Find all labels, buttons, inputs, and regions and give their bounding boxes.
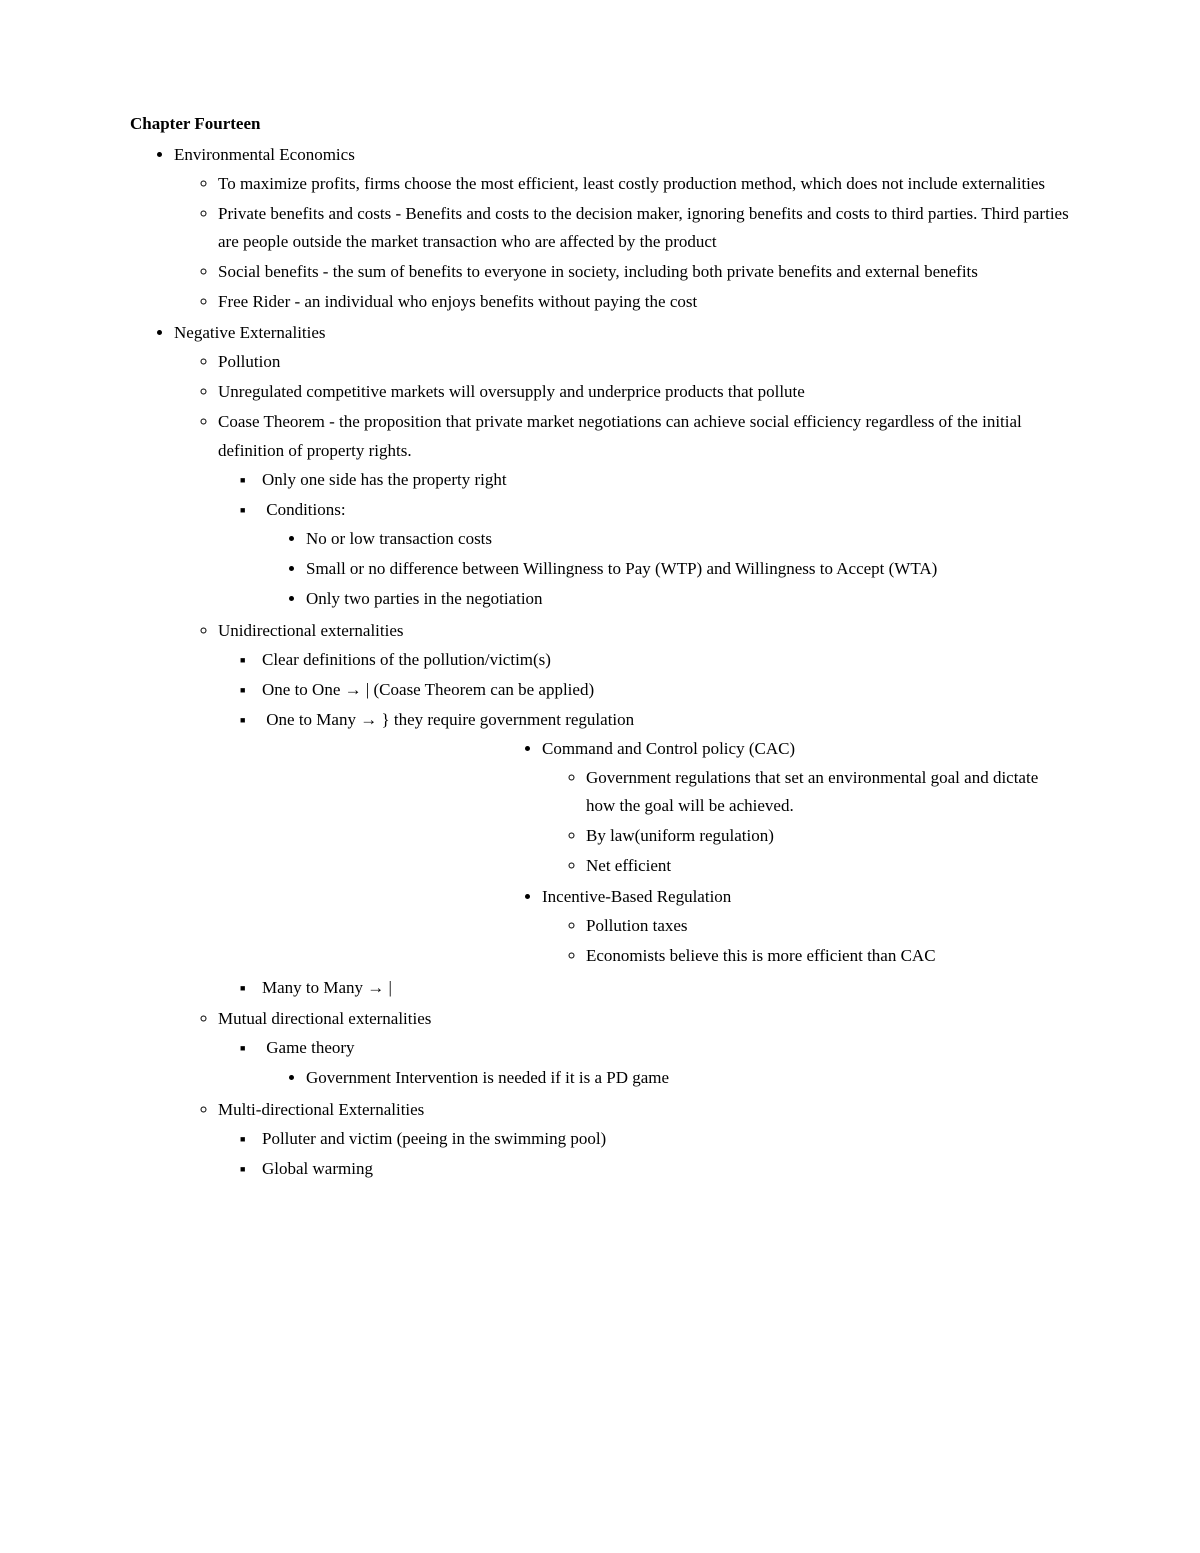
text: Polluter and victim (peeing in the swimm… bbox=[262, 1129, 606, 1148]
list-item: Incentive-Based Regulation Pollution tax… bbox=[542, 882, 1070, 972]
list-item: Polluter and victim (peeing in the swimm… bbox=[262, 1124, 1070, 1154]
list-item: Conditions: No or low transaction costs … bbox=[262, 495, 1070, 615]
list-item: Coase Theorem - the proposition that pri… bbox=[218, 407, 1070, 615]
text: Negative Externalities bbox=[174, 323, 326, 342]
text: Government regulations that set an envir… bbox=[586, 768, 1038, 815]
list-item: Environmental Economics To maximize prof… bbox=[174, 140, 1070, 318]
list-item: One to Many → } they require government … bbox=[262, 705, 1070, 973]
text: Environmental Economics bbox=[174, 145, 355, 164]
text: Unregulated competitive markets will ove… bbox=[218, 382, 805, 401]
sublist: Game theory Government Intervention is n… bbox=[218, 1033, 1070, 1093]
list-item: Only two parties in the negotiation bbox=[306, 584, 1070, 614]
list-item: Private benefits and costs - Benefits an… bbox=[218, 199, 1070, 257]
text: By law(uniform regulation) bbox=[586, 826, 774, 845]
text: Pollution bbox=[218, 352, 280, 371]
chapter-title: Chapter Fourteen bbox=[130, 110, 1070, 138]
list-item: Only one side has the property right bbox=[262, 465, 1070, 495]
text: Only one side has the property right bbox=[262, 470, 507, 489]
list-item: One to One → | (Coase Theorem can be app… bbox=[262, 675, 1070, 705]
list-item: Social benefits - the sum of benefits to… bbox=[218, 257, 1070, 287]
sublist: Government Intervention is needed if it … bbox=[262, 1063, 1070, 1093]
list-item: Command and Control policy (CAC) Governm… bbox=[542, 734, 1070, 882]
text: Multi-directional Externalities bbox=[218, 1100, 424, 1119]
document-page: Chapter Fourteen Environmental Economics… bbox=[0, 0, 1200, 1246]
sublist: Polluter and victim (peeing in the swimm… bbox=[218, 1124, 1070, 1184]
text: Social benefits - the sum of benefits to… bbox=[218, 262, 978, 281]
text: Mutual directional externalities bbox=[218, 1009, 431, 1028]
sublist: No or low transaction costs Small or no … bbox=[262, 524, 1070, 614]
sublist: Pollution taxes Economists believe this … bbox=[542, 911, 1070, 971]
list-item: Unregulated competitive markets will ove… bbox=[218, 377, 1070, 407]
list-item: By law(uniform regulation) bbox=[586, 821, 1070, 851]
list-item: Many to Many → | bbox=[262, 973, 1070, 1003]
text: No or low transaction costs bbox=[306, 529, 492, 548]
list-item: Negative Externalities Pollution Unregul… bbox=[174, 318, 1070, 1185]
text: Pollution taxes bbox=[586, 916, 688, 935]
list-item: Unidirectional externalities Clear defin… bbox=[218, 616, 1070, 1005]
text: Government Intervention is needed if it … bbox=[306, 1068, 669, 1087]
text: Free Rider - an individual who enjoys be… bbox=[218, 292, 697, 311]
text: One to One → | (Coase Theorem can be app… bbox=[262, 680, 594, 699]
list-item: Free Rider - an individual who enjoys be… bbox=[218, 287, 1070, 317]
text: Conditions: bbox=[266, 500, 345, 519]
list-item: Economists believe this is more efficien… bbox=[586, 941, 1070, 971]
text: Game theory bbox=[266, 1038, 354, 1057]
list-item: Multi-directional Externalities Polluter… bbox=[218, 1095, 1070, 1185]
sublist: Government regulations that set an envir… bbox=[542, 763, 1070, 881]
text: To maximize profits, firms choose the mo… bbox=[218, 174, 1045, 193]
text: Global warming bbox=[262, 1159, 373, 1178]
sublist: Clear definitions of the pollution/victi… bbox=[218, 645, 1070, 1004]
text: Private benefits and costs - Benefits an… bbox=[218, 204, 1069, 251]
list-item: Mutual directional externalities Game th… bbox=[218, 1004, 1070, 1094]
sublist: Only one side has the property right Con… bbox=[218, 465, 1070, 615]
list-item: No or low transaction costs bbox=[306, 524, 1070, 554]
outline-root: Environmental Economics To maximize prof… bbox=[130, 140, 1070, 1186]
list-item: Government regulations that set an envir… bbox=[586, 763, 1070, 821]
text: One to Many → } they require government … bbox=[266, 710, 634, 729]
sublist: To maximize profits, firms choose the mo… bbox=[174, 169, 1070, 317]
text: Only two parties in the negotiation bbox=[306, 589, 543, 608]
text: Command and Control policy (CAC) bbox=[542, 739, 795, 758]
text: Coase Theorem - the proposition that pri… bbox=[218, 412, 1022, 459]
list-item: Pollution bbox=[218, 347, 1070, 377]
text: Economists believe this is more efficien… bbox=[586, 946, 936, 965]
text: Small or no difference between Willingne… bbox=[306, 559, 937, 578]
list-item: Clear definitions of the pollution/victi… bbox=[262, 645, 1070, 675]
list-item: Pollution taxes bbox=[586, 911, 1070, 941]
sublist: Command and Control policy (CAC) Governm… bbox=[262, 734, 1070, 972]
text: Net efficient bbox=[586, 856, 671, 875]
text: Unidirectional externalities bbox=[218, 621, 404, 640]
list-item: To maximize profits, firms choose the mo… bbox=[218, 169, 1070, 199]
text: Clear definitions of the pollution/victi… bbox=[262, 650, 551, 669]
sublist: Pollution Unregulated competitive market… bbox=[174, 347, 1070, 1184]
list-item: Small or no difference between Willingne… bbox=[306, 554, 1070, 584]
text: Many to Many → | bbox=[262, 978, 392, 997]
text: Incentive-Based Regulation bbox=[542, 887, 731, 906]
list-item: Global warming bbox=[262, 1154, 1070, 1184]
list-item: Net efficient bbox=[586, 851, 1070, 881]
list-item: Game theory Government Intervention is n… bbox=[262, 1033, 1070, 1093]
list-item: Government Intervention is needed if it … bbox=[306, 1063, 1070, 1093]
